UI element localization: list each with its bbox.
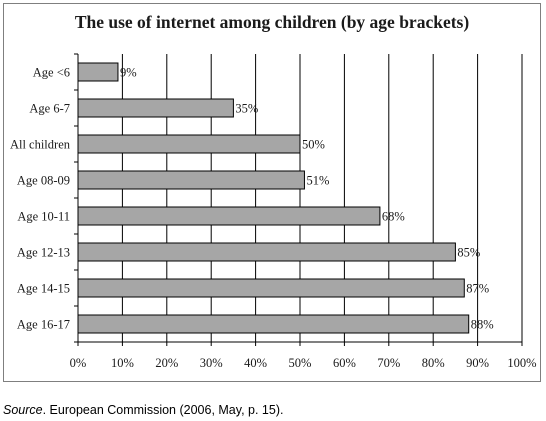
x-tick-label-10: 100% [507, 356, 536, 370]
category-label-7: Age 16-17 [17, 318, 70, 332]
x-tick-label-7: 70% [377, 356, 400, 370]
bar-5 [77, 242, 456, 262]
x-tick-label-6: 60% [333, 356, 356, 370]
category-labels: Age <6 Age 6-7 All children Age 08-09 Age 10… [10, 66, 71, 332]
category-label-5: Age 12-13 [17, 246, 70, 260]
data-label-1: 35% [235, 102, 258, 116]
data-label-4: 68% [382, 210, 405, 224]
x-tick-label-2: 20% [155, 356, 178, 370]
bar-chart: The use of internet among children (by a… [10, 12, 537, 370]
x-tick-label-0: 0% [70, 356, 87, 370]
bar-0 [77, 62, 119, 82]
bar-6 [77, 278, 465, 298]
data-label-2: 50% [302, 138, 325, 152]
bar-4 [77, 206, 381, 226]
x-tick-label-4: 40% [244, 356, 267, 370]
axes [74, 53, 523, 346]
bar-7 [77, 314, 470, 334]
x-tick-label-5: 50% [289, 356, 312, 370]
gridlines [121, 54, 523, 342]
bars [77, 62, 470, 334]
x-tick-label-8: 80% [422, 356, 445, 370]
category-label-2: All children [10, 138, 71, 152]
x-tick-label-3: 30% [200, 356, 223, 370]
data-label-3: 51% [306, 174, 329, 188]
bar-2 [77, 134, 301, 154]
bar-3 [77, 170, 305, 190]
category-label-6: Age 14-15 [17, 282, 70, 296]
category-label-4: Age 10-11 [17, 210, 70, 224]
data-label-6: 87% [466, 282, 489, 296]
source-prefix: Source [3, 403, 43, 417]
data-label-5: 85% [457, 246, 480, 260]
bar-1 [77, 98, 234, 118]
data-label-7: 88% [471, 318, 494, 332]
category-label-1: Age 6-7 [29, 102, 70, 116]
x-tick-label-1: 10% [111, 356, 134, 370]
source-note: Source. European Commission (2006, May, … [3, 403, 283, 417]
category-label-0: Age <6 [33, 66, 70, 80]
data-label-0: 9% [120, 66, 137, 80]
source-text: . European Commission (2006, May, p. 15)… [42, 403, 284, 417]
data-labels: 9% 35% 50% 51% 68% 85% 87% 88% [120, 66, 494, 332]
x-tick-labels: 0% 10% 20% 30% 40% 50% 60% 70% 80% 90% 100% [70, 356, 537, 370]
chart-title: The use of internet among children (by a… [75, 12, 470, 32]
x-tick-label-9: 90% [466, 356, 489, 370]
category-label-3: Age 08-09 [17, 174, 70, 188]
